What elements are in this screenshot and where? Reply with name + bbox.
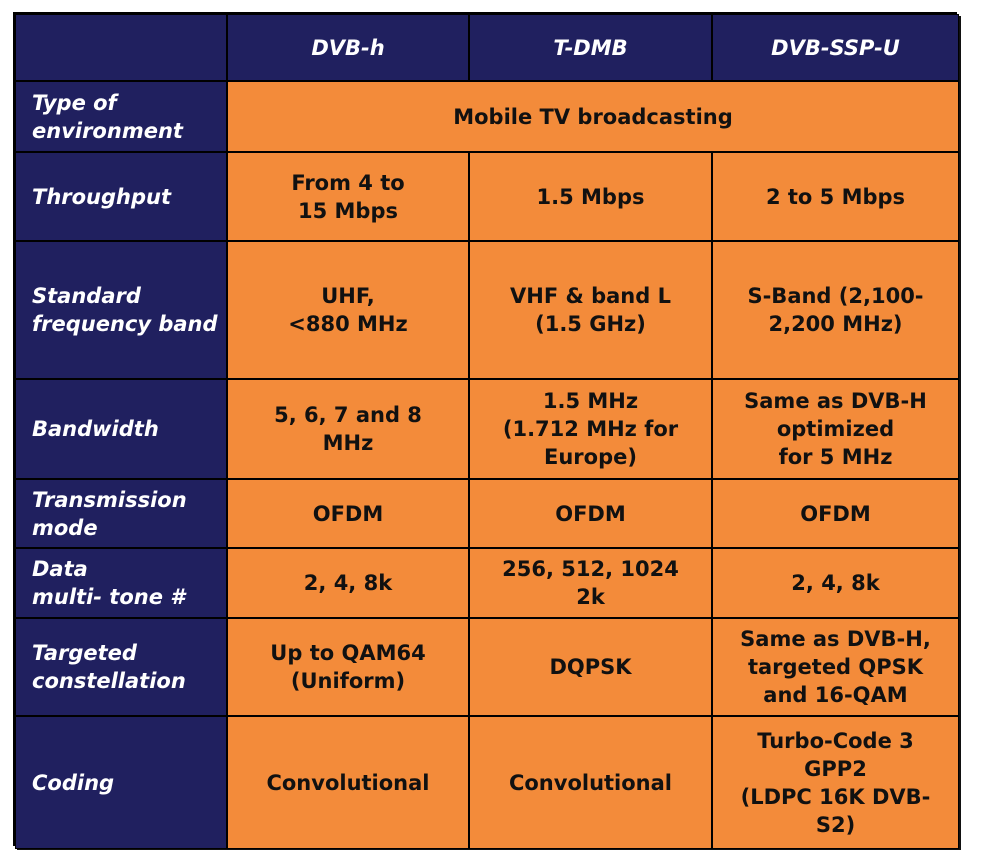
- header-empty-cell: [15, 14, 227, 81]
- frequency-band-dvb-h: UHF, <880 MHz: [227, 241, 469, 379]
- data-multi-tone-dvb-h: 2, 4, 8k: [227, 548, 469, 618]
- row-label-data-multi-tone: Data multi- tone #: [15, 548, 227, 618]
- comparison-table: DVB-h T-DMB DVB-SSP-U Type of environmen…: [13, 12, 959, 849]
- header-t-dmb: T-DMB: [469, 14, 712, 81]
- transmission-mode-t-dmb: OFDM: [469, 479, 712, 548]
- frequency-band-dvb-ssp-u: S-Band (2,100- 2,200 MHz): [712, 241, 959, 379]
- row-label-targeted-constellation: Targeted constellation: [15, 618, 227, 716]
- bandwidth-t-dmb: 1.5 MHz (1.712 MHz for Europe): [469, 379, 712, 479]
- targeted-constellation-dvb-ssp-u: Same as DVB-H, targeted QPSK and 16-QAM: [712, 618, 959, 716]
- throughput-dvb-ssp-u: 2 to 5 Mbps: [712, 152, 959, 241]
- data-multi-tone-dvb-ssp-u: 2, 4, 8k: [712, 548, 959, 618]
- data-multi-tone-t-dmb: 256, 512, 1024 2k: [469, 548, 712, 618]
- coding-dvb-h: Convolutional: [227, 716, 469, 849]
- coding-dvb-ssp-u: Turbo-Code 3 GPP2 (LDPC 16K DVB- S2): [712, 716, 959, 849]
- targeted-constellation-dvb-h: Up to QAM64 (Uniform): [227, 618, 469, 716]
- throughput-dvb-h: From 4 to 15 Mbps: [227, 152, 469, 241]
- row-label-throughput: Throughput: [15, 152, 227, 241]
- coding-t-dmb: Convolutional: [469, 716, 712, 849]
- row-label-transmission-mode: Transmission mode: [15, 479, 227, 548]
- row-label-environment: Type of environment: [15, 81, 227, 152]
- bandwidth-dvb-h: 5, 6, 7 and 8 MHz: [227, 379, 469, 479]
- header-dvb-h: DVB-h: [227, 14, 469, 81]
- targeted-constellation-t-dmb: DQPSK: [469, 618, 712, 716]
- row-label-frequency-band: Standard frequency band: [15, 241, 227, 379]
- row-label-coding: Coding: [15, 716, 227, 849]
- bandwidth-dvb-ssp-u: Same as DVB-H optimized for 5 MHz: [712, 379, 959, 479]
- row-label-bandwidth: Bandwidth: [15, 379, 227, 479]
- header-dvb-ssp-u: DVB-SSP-U: [712, 14, 959, 81]
- transmission-mode-dvb-h: OFDM: [227, 479, 469, 548]
- frequency-band-t-dmb: VHF & band L (1.5 GHz): [469, 241, 712, 379]
- throughput-t-dmb: 1.5 Mbps: [469, 152, 712, 241]
- environment-value: Mobile TV broadcasting: [227, 81, 959, 152]
- transmission-mode-dvb-ssp-u: OFDM: [712, 479, 959, 548]
